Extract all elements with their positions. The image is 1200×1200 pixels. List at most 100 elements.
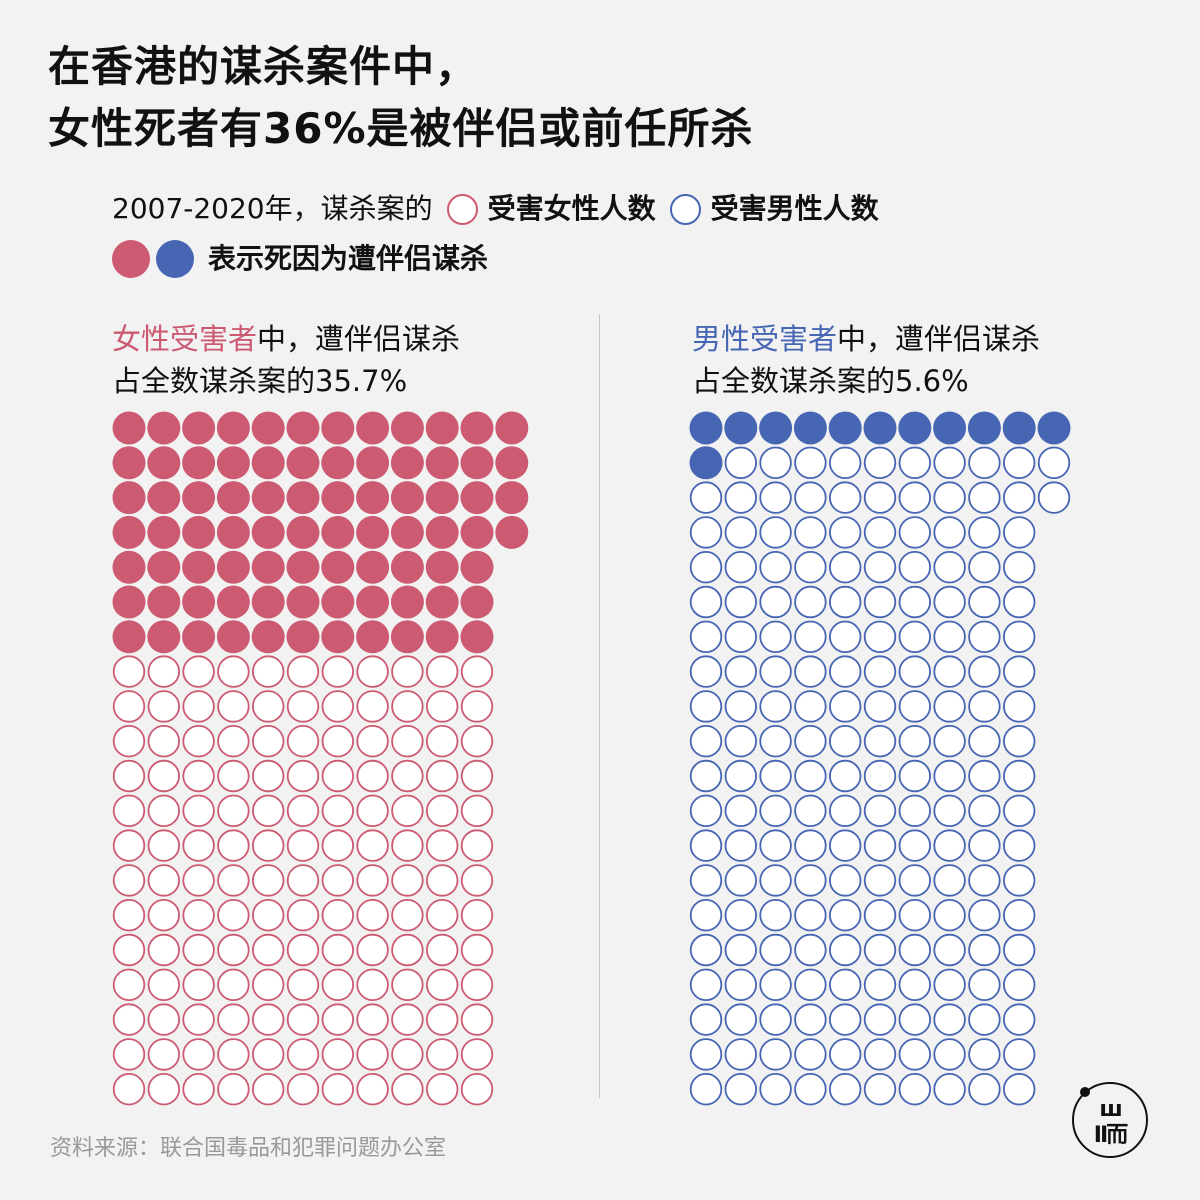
female-partner-victim-dot (286, 446, 320, 480)
female-partner-victim-dot (390, 481, 424, 515)
male-partner-victim-dot (689, 411, 723, 445)
female-victim-dot (252, 655, 285, 688)
male-victim-dot (933, 481, 966, 514)
female-victim-dot (356, 1038, 389, 1071)
male-victim-dot (968, 1038, 1001, 1071)
female-victim-dot (426, 655, 459, 688)
male-victim-dot (1003, 620, 1036, 654)
female-victim-dot (286, 759, 320, 793)
female-victim-dot (217, 655, 250, 688)
male-victim-dot (724, 481, 758, 514)
male-victim-dot (689, 864, 723, 897)
male-victim-dot (898, 794, 932, 828)
female-victim-dot (426, 899, 459, 932)
female-partner-victim-dot (251, 446, 285, 480)
female-victim-dot (356, 759, 389, 793)
female-partner-victim-dot (390, 411, 424, 445)
male-victim-dot (898, 759, 932, 793)
female-victim-dot (391, 655, 424, 688)
male-victim-dot (968, 620, 1001, 654)
female-partner-victim-dot (182, 446, 216, 480)
male-victim-dot (689, 481, 723, 514)
female-victim-dot (391, 899, 424, 932)
female-victim-dot (286, 655, 320, 688)
male-victim-dot (759, 1003, 792, 1036)
male-victim-dot (759, 725, 792, 758)
female-victim-dot (252, 1038, 285, 1071)
male-victim-dot (968, 829, 1001, 862)
female-partner-victim-dot (216, 550, 250, 584)
male-victim-dot (933, 968, 966, 1002)
female-victim-dot (286, 899, 320, 932)
female-partner-victim-dot (390, 620, 424, 654)
female-victim-dot (321, 1038, 355, 1071)
title-line-2: 女性死者有36%是被伴侣或前任所杀 (48, 104, 754, 153)
female-partner-victim-dot (182, 411, 216, 445)
female-victim-dot (321, 759, 355, 793)
male-victim-dot (794, 620, 827, 654)
male-victim-dot (968, 864, 1001, 897)
female-victim-dot (426, 829, 459, 862)
female-victim-dot (391, 968, 424, 1002)
female-victim-dot (356, 794, 389, 828)
female-victim-dot (217, 1003, 250, 1036)
male-victim-dot (794, 725, 827, 758)
female-victim-dot (182, 829, 215, 862)
female-partner-victim-dot (425, 550, 459, 584)
legend-male-label: 受害男性人数 (710, 192, 879, 225)
male-victim-dot (829, 759, 862, 793)
male-victim-dot (689, 899, 723, 932)
female-victim-dot (182, 655, 215, 688)
female-partner-victim-dot (112, 411, 146, 445)
female-victim-dot (321, 933, 355, 967)
male-victim-dot (933, 794, 966, 828)
male-highlight: 男性受害者 (692, 322, 838, 356)
female-victim-dot (391, 1038, 424, 1071)
female-victim-dot (460, 655, 494, 688)
male-victim-dot (794, 585, 827, 619)
male-victim-dot (759, 933, 792, 967)
male-victim-dot (829, 690, 862, 723)
female-partner-victim-dot (182, 550, 216, 584)
female-victim-dot (460, 1003, 494, 1036)
female-victim-dot (286, 1003, 320, 1036)
female-partner-victim-dot (286, 550, 320, 584)
title-line-1: 在香港的谋杀案件中， (48, 42, 479, 91)
female-victim-dot (217, 864, 250, 897)
female-partner-victim-dot (286, 515, 320, 549)
male-victim-dot (933, 1072, 966, 1106)
male-panel-caption: 男性受害者中，遭伴侣谋杀 占全数谋杀案的5.6% (692, 318, 1040, 402)
female-victim-dot (112, 864, 146, 897)
female-partner-victim-dot (251, 481, 285, 515)
male-victim-dot (898, 899, 932, 932)
legend-row-2: 表示死因为遭伴侣谋杀 (112, 234, 879, 284)
female-victim-dot (217, 1038, 250, 1071)
female-victim-dot (182, 690, 215, 723)
male-victim-dot (759, 481, 792, 514)
male-victim-dot (759, 899, 792, 932)
male-victim-dot (759, 759, 792, 793)
female-victim-dot (252, 968, 285, 1002)
male-victim-dot (724, 725, 758, 758)
female-partner-victim-dot (390, 550, 424, 584)
male-victim-dot (724, 585, 758, 619)
male-victim-dot (968, 585, 1001, 619)
female-victim-dot (426, 1072, 459, 1106)
female-victim-dot (182, 1038, 215, 1071)
male-partner-victim-dot (759, 411, 793, 445)
panel-divider (599, 314, 600, 1098)
female-victim-dot (460, 933, 494, 967)
male-victim-dot (794, 968, 827, 1002)
male-victim-dot (968, 968, 1001, 1002)
page-title: 在香港的谋杀案件中， 女性死者有36%是被伴侣或前任所杀 (48, 36, 754, 160)
male-victim-dot (689, 690, 723, 723)
female-partner-victim-dot (425, 411, 459, 445)
female-partner-victim-dot (147, 446, 181, 480)
female-partner-victim-dot (321, 585, 355, 619)
male-caption-line-1: 中，遭伴侣谋杀 (837, 322, 1041, 356)
male-victim-dot (863, 794, 897, 828)
female-partner-victim-dot (112, 515, 146, 549)
female-victim-dot (391, 794, 424, 828)
male-victim-dot (1003, 585, 1036, 619)
male-victim-dot (898, 1072, 932, 1106)
